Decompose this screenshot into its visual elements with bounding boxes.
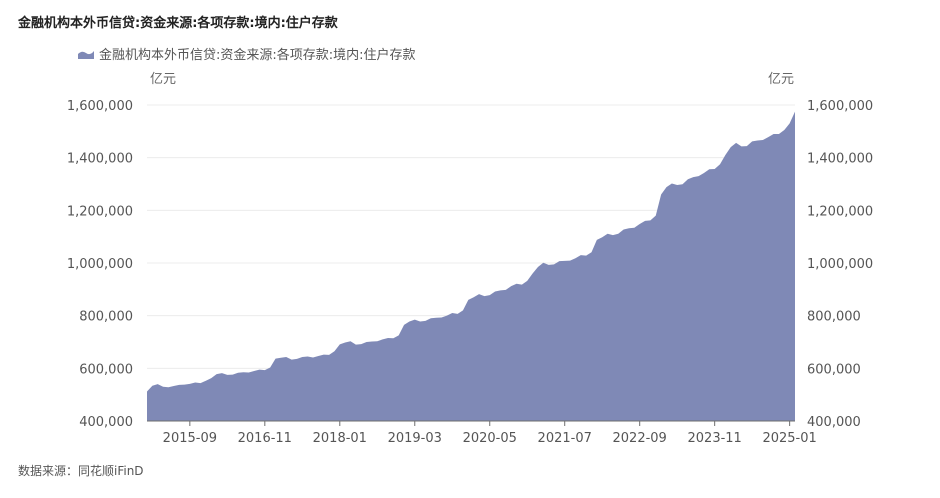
y-tick-label-right: 800,000 xyxy=(807,310,861,325)
x-tick-label: 2021-07 xyxy=(538,431,592,446)
legend-label: 金融机构本外币信贷:资金来源:各项存款:境内:住户存款 xyxy=(99,48,416,63)
x-tick-label: 2025-01 xyxy=(762,431,816,446)
y-axis-unit-right: 亿元 xyxy=(768,72,795,87)
y-tick-label-left: 1,400,000 xyxy=(67,152,133,167)
y-tick-label-right: 600,000 xyxy=(807,362,861,377)
legend[interactable]: 金融机构本外币信贷:资金来源:各项存款:境内:住户存款 xyxy=(78,44,416,63)
chart-title: 金融机构本外币信贷:资金来源:各项存款:境内:住户存款 xyxy=(18,16,338,31)
x-tick-label: 2019-03 xyxy=(388,431,442,446)
y-axis-unit-left: 亿元 xyxy=(150,72,177,87)
y-tick-label-right: 1,600,000 xyxy=(807,99,873,114)
y-tick-label-left: 1,200,000 xyxy=(67,204,133,219)
x-tick-label: 2020-05 xyxy=(463,431,517,446)
y-tick-label-right: 1,200,000 xyxy=(807,204,873,219)
y-tick-label-right: 1,000,000 xyxy=(807,257,873,272)
y-tick-label-left: 800,000 xyxy=(79,310,133,325)
x-tick-label: 2023-11 xyxy=(688,431,742,446)
y-tick-label-left: 600,000 xyxy=(79,362,133,377)
x-tick-label: 2022-09 xyxy=(613,431,667,446)
series-area xyxy=(147,111,795,421)
y-tick-label-left: 1,600,000 xyxy=(67,99,133,114)
x-tick-label: 2016-11 xyxy=(238,431,292,446)
x-tick-label: 2018-01 xyxy=(313,431,367,446)
data-source-note: 数据来源：同花顺iFinD xyxy=(18,464,144,478)
y-tick-label-left: 1,000,000 xyxy=(67,257,133,272)
y-tick-label-right: 400,000 xyxy=(807,415,861,430)
y-tick-label-right: 1,400,000 xyxy=(807,152,873,167)
y-tick-label-left: 400,000 xyxy=(79,415,133,430)
x-tick-label: 2015-09 xyxy=(163,431,217,446)
legend-area-icon xyxy=(78,50,94,59)
